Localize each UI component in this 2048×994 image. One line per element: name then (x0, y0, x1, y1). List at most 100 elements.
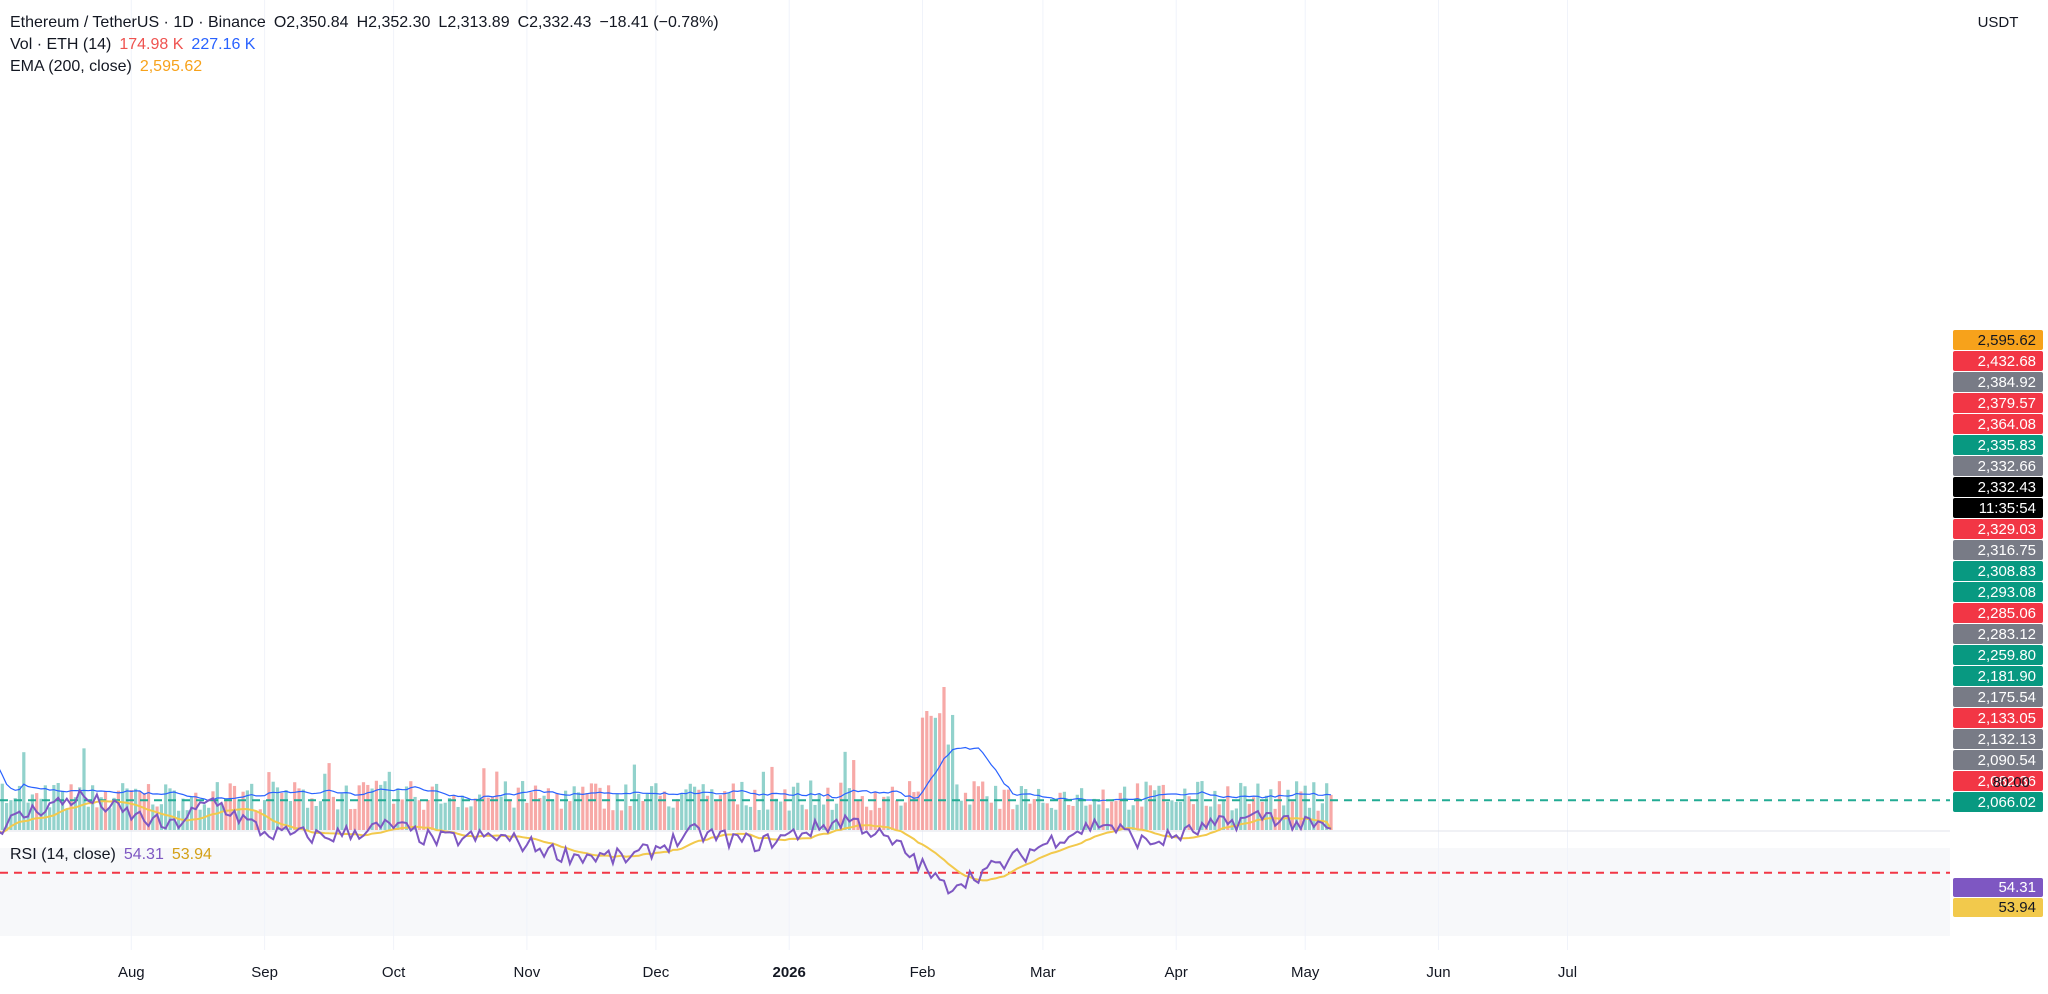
volume-bar (318, 801, 323, 830)
volume-bar (568, 801, 572, 830)
volume-bar (1221, 800, 1226, 830)
volume-bar (766, 809, 770, 830)
volume-bar (439, 803, 443, 830)
volume-bar (78, 787, 82, 830)
high-value: 2,352.30 (368, 14, 430, 31)
volume-bar (323, 773, 327, 830)
volume-bar (1200, 781, 1204, 830)
rsi-legend-ma: 53.94 (172, 846, 212, 863)
volume-bar (22, 752, 26, 830)
volume-bar (1273, 808, 1277, 830)
volume-bar (688, 783, 692, 830)
o-label: O (274, 14, 286, 31)
price-label: 2,181.90 (1978, 668, 2036, 685)
volume-bar (684, 789, 688, 830)
price-label-bg (1953, 351, 2043, 371)
price-label: 2,432.68 (1978, 353, 2036, 370)
volume-bar (826, 787, 830, 830)
volume-bar (645, 793, 649, 830)
x-tick-label: Oct (382, 964, 406, 981)
volume-bar (796, 782, 800, 830)
volume-bar (486, 797, 490, 830)
volume-bar (1041, 802, 1045, 830)
volume-bar (1067, 804, 1071, 830)
volume-bar (508, 799, 512, 830)
volume-bar (134, 788, 138, 830)
volume-bar (809, 780, 813, 830)
volume-bar (271, 781, 275, 830)
price-label: 2,329.03 (1978, 521, 2036, 538)
volume-bar (718, 795, 722, 830)
volume-bar (559, 808, 563, 830)
volume-bar (598, 787, 602, 830)
price-label-bg (1953, 393, 2043, 413)
volume-bar (417, 800, 421, 830)
volume-bar (499, 796, 503, 830)
volume-bar (546, 788, 550, 830)
volume-bar (177, 810, 181, 830)
volume-bar (1312, 782, 1316, 830)
volume-bar (168, 788, 172, 830)
volume-bar (490, 797, 495, 830)
volume-bar (723, 791, 727, 830)
volume-bar (275, 787, 280, 830)
price-label-bg (1953, 792, 2043, 812)
volume-bar (108, 808, 112, 830)
ohlc-legend[interactable]: Ethereum / TetherUS · 1D · Binance O2,350… (10, 14, 719, 31)
volume-bar (1260, 801, 1264, 830)
volume-bar (473, 798, 477, 830)
volume-bar (1161, 784, 1165, 830)
price-label: 2,332.66 (1978, 458, 2036, 475)
volume-bar (146, 784, 151, 830)
volume-bar (516, 787, 520, 830)
volume-bar (1028, 803, 1032, 830)
x-tick-label: Dec (643, 964, 670, 981)
volume-bar (727, 792, 731, 830)
price-label: 2,384.92 (1978, 374, 2036, 391)
price-label-bg (1953, 498, 2043, 518)
volume-bar (331, 796, 335, 830)
volume-bar (361, 782, 366, 830)
volume-bar (774, 798, 778, 830)
volume-bar (955, 784, 959, 830)
volume-bar (865, 806, 869, 830)
volume-bar (228, 783, 232, 830)
rsi-legend[interactable]: RSI (14, close) 54.31 53.94 (10, 846, 212, 863)
volume-bar (370, 788, 374, 830)
volume-bar (748, 806, 753, 830)
volume-bar (843, 751, 847, 830)
volume-bar (1286, 789, 1290, 830)
price-label-bg (1953, 435, 2043, 455)
volume-bar (1204, 805, 1208, 830)
volume-bar (460, 795, 464, 830)
volume-bar (56, 783, 60, 830)
volume-bar (392, 803, 396, 830)
volume-bar (400, 799, 404, 830)
volume-bar (525, 802, 529, 830)
right-price-labels: 2,595.62 2,432.68 2,384.92 2,379.57 2,364.08… (1953, 330, 2043, 812)
volume-bar (306, 807, 310, 830)
volume-bar (155, 806, 159, 830)
volume-bar (1144, 781, 1148, 830)
x-tick-label: Feb (910, 964, 936, 981)
volume-bar (985, 796, 989, 830)
volume-bar (779, 801, 783, 830)
volume-bar (1019, 786, 1023, 830)
price-label: 2,090.54 (1978, 752, 2036, 769)
volume-bar (1329, 794, 1333, 830)
volume-bar (43, 785, 47, 830)
volume-bar (379, 784, 383, 830)
volume-bar (753, 789, 757, 830)
volume-bar (1290, 801, 1294, 830)
price-label-bg (1953, 708, 2043, 728)
volume-legend[interactable]: Vol · ETH (14) 174.98 K 227.16 K (10, 36, 256, 53)
volume-bar (211, 791, 215, 830)
volume-bar (478, 794, 482, 830)
volume-bar (886, 796, 890, 830)
volume-bar (1032, 799, 1036, 830)
ema-legend[interactable]: EMA (200, close) 2,595.62 (10, 58, 202, 75)
volume-bar (538, 798, 542, 830)
change-value: −18.41 (−0.78%) (599, 14, 718, 31)
